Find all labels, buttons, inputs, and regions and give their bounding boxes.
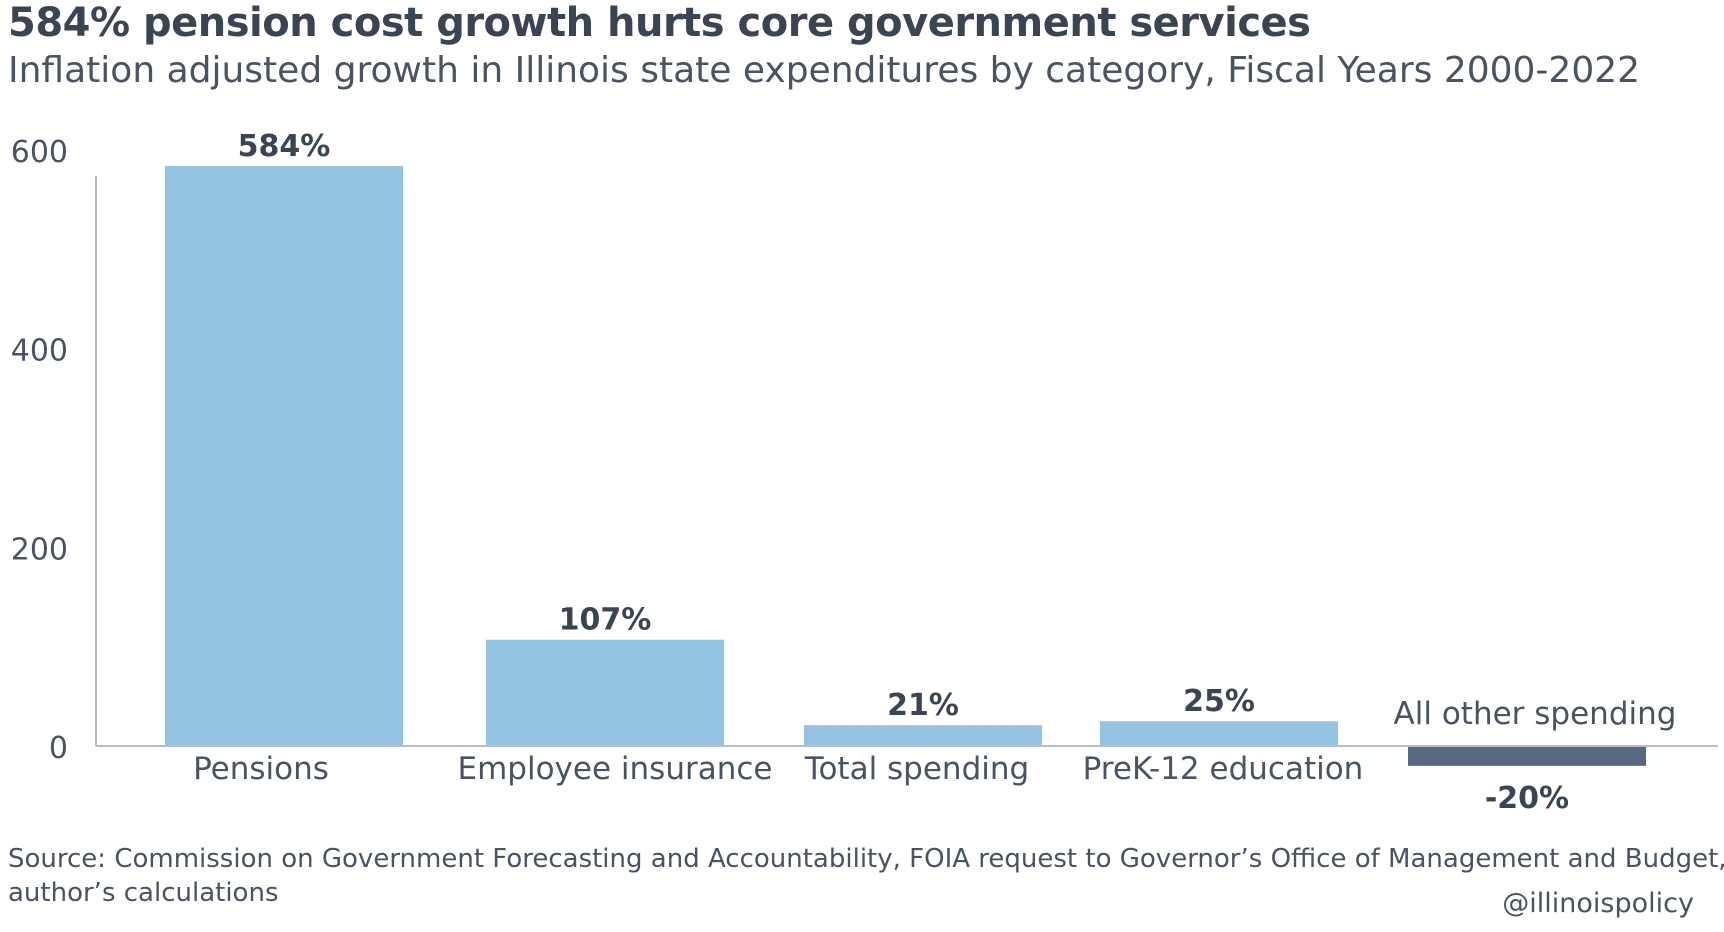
category-label-prek-12-education: PreK-12 education <box>1083 751 1364 787</box>
chart-subtitle: Inflation adjusted growth in Illinois st… <box>8 50 1641 91</box>
data-label-employee-insurance: 107% <box>559 603 652 638</box>
source-line-1: Source: Commission on Government Forecas… <box>8 844 1724 874</box>
bar-total-spending <box>804 725 1042 746</box>
source-line-2: author’s calculations <box>8 878 279 908</box>
y-tick-label-0: 0 <box>49 731 68 766</box>
bar-pensions <box>165 166 403 746</box>
y-tick-label-400: 400 <box>11 334 68 369</box>
bar-employee-insurance <box>486 639 724 746</box>
category-label-total-spending: Total spending <box>804 751 1029 787</box>
social-handle: @illinoispolicy <box>1502 888 1694 919</box>
bar-all-other-spending <box>1408 746 1646 766</box>
category-label-employee-insurance: Employee insurance <box>458 751 773 787</box>
source-note: Source: Commission on Government Forecas… <box>8 842 1724 910</box>
chart-title: 584% pension cost growth hurts core gove… <box>8 0 1311 46</box>
data-label-all-other-spending: -20% <box>1485 781 1569 816</box>
y-tick-label-600: 600 <box>11 135 68 170</box>
bar-prek-12-education <box>1100 721 1338 746</box>
data-label-pensions: 584% <box>238 129 331 164</box>
category-label-all-other-spending: All other spending <box>1394 696 1677 732</box>
data-label-prek-12-education: 25% <box>1183 684 1255 719</box>
data-label-total-spending: 21% <box>887 688 959 723</box>
category-label-pensions: Pensions <box>193 751 329 787</box>
y-tick-label-200: 200 <box>11 532 68 567</box>
